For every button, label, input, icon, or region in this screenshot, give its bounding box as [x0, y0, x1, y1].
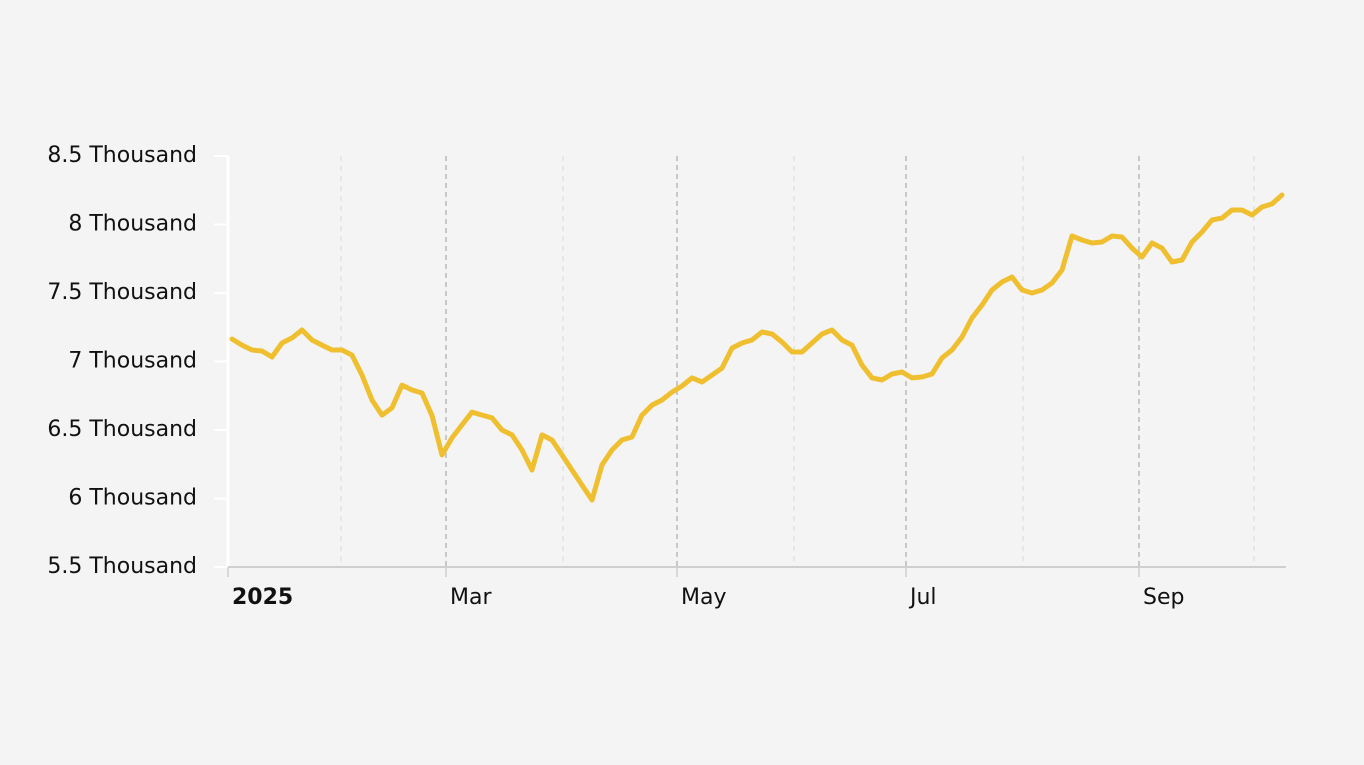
x-tick-label: Sep [1143, 585, 1184, 610]
x-tick-label: Mar [450, 585, 492, 610]
series-line [229, 192, 1285, 503]
x-tick-label: May [681, 585, 726, 610]
x-tick-label: Jul [908, 585, 937, 610]
y-tick-label: 5.5 Thousand [47, 554, 197, 579]
x-tick-label: 2025 [232, 585, 293, 610]
y-tick-label: 8 Thousand [68, 212, 197, 237]
y-tick-label: 6 Thousand [68, 486, 197, 511]
y-tick-label: 7.5 Thousand [47, 280, 197, 305]
y-tick-label: 7 Thousand [68, 349, 197, 374]
y-tick-label: 8.5 Thousand [47, 143, 197, 168]
y-tick-label: 6.5 Thousand [47, 417, 197, 442]
